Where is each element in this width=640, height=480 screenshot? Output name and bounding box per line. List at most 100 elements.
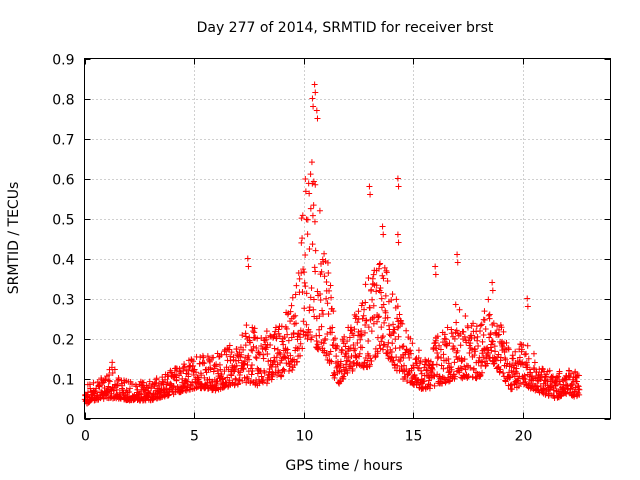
data-point: [445, 378, 452, 385]
data-point: [291, 361, 298, 368]
data-point: [245, 263, 252, 270]
data-point: [322, 335, 329, 342]
data-point: [485, 296, 492, 303]
data-point: [424, 367, 431, 374]
data-point: [324, 331, 331, 338]
data-point: [547, 384, 554, 391]
data-point: [306, 304, 313, 311]
data-point: [359, 344, 366, 351]
data-point: [461, 363, 468, 370]
data-point: [221, 348, 228, 355]
data-point: [389, 291, 396, 298]
data-point: [394, 362, 401, 369]
data-point: [171, 371, 178, 378]
data-point: [523, 350, 530, 357]
data-point: [285, 355, 292, 362]
data-point: [531, 359, 538, 366]
data-point: [503, 339, 510, 346]
data-point: [438, 362, 445, 369]
data-point: [248, 361, 255, 368]
data-point: [326, 351, 333, 358]
data-point: [253, 345, 260, 352]
data-point: [317, 297, 324, 304]
data-point: [398, 317, 405, 324]
x-axis-label: GPS time / hours: [285, 458, 402, 474]
data-point: [308, 159, 315, 166]
data-point: [358, 332, 365, 339]
data-point: [305, 332, 312, 339]
data-point: [205, 385, 212, 392]
data-point: [409, 340, 416, 347]
data-point: [344, 369, 351, 376]
data-point: [375, 314, 382, 321]
data-point: [407, 347, 414, 354]
data-point: [97, 394, 104, 401]
data-point: [474, 333, 481, 340]
data-point: [276, 333, 283, 340]
data-point: [379, 223, 386, 230]
data-point: [242, 342, 249, 349]
data-point: [338, 346, 345, 353]
data-point: [543, 371, 550, 378]
data-point: [517, 341, 524, 348]
data-point: [299, 235, 306, 242]
data-point: [477, 328, 483, 335]
data-point: [441, 331, 448, 338]
data-point: [218, 371, 225, 378]
data-point: [307, 329, 314, 336]
data-point: [148, 385, 155, 392]
data-point: [465, 373, 472, 380]
data-point: [297, 334, 304, 341]
data-point: [466, 349, 473, 356]
y-tick-label: 0.8: [52, 93, 74, 109]
data-point: [287, 308, 294, 315]
data-point: [488, 347, 495, 354]
data-point: [173, 377, 180, 384]
data-point: [467, 345, 474, 352]
data-point: [366, 361, 373, 368]
data-point: [480, 354, 487, 361]
data-point: [467, 340, 474, 347]
data-point: [458, 358, 465, 365]
data-point: [309, 95, 316, 102]
data-point: [446, 340, 453, 347]
data-point: [491, 343, 498, 350]
data-point: [197, 354, 204, 361]
data-point: [324, 300, 331, 307]
data-point: [311, 218, 318, 225]
data-point: [380, 275, 387, 282]
data-point: [380, 301, 387, 308]
data-point: [415, 347, 422, 354]
data-point: [362, 281, 369, 288]
data-point: [106, 378, 113, 385]
data-point: [489, 287, 496, 294]
data-point: [303, 290, 310, 297]
data-point: [351, 311, 358, 318]
data-point: [276, 349, 283, 356]
data-point: [348, 363, 355, 370]
data-point: [193, 369, 200, 376]
data-point: [441, 375, 448, 382]
x-tick-label: 15: [405, 429, 423, 445]
data-point: [392, 336, 399, 343]
chart-title: Day 277 of 2014, SRMTID for receiver brs…: [197, 20, 494, 36]
data-point: [453, 327, 460, 334]
data-point: [351, 326, 358, 333]
data-point: [237, 369, 244, 376]
data-point: [232, 366, 239, 373]
data-point: [310, 178, 317, 185]
data-point: [417, 367, 424, 374]
data-point: [512, 348, 519, 355]
data-point: [393, 296, 400, 303]
data-point: [302, 188, 309, 195]
x-tick-label: 5: [190, 429, 199, 445]
data-point: [573, 378, 580, 385]
data-point: [295, 331, 302, 338]
data-point: [221, 368, 228, 375]
data-point: [263, 344, 270, 351]
data-point: [395, 323, 402, 330]
data-point: [250, 328, 257, 335]
data-point: [133, 383, 140, 390]
data-point: [220, 375, 227, 382]
data-point: [264, 351, 271, 358]
